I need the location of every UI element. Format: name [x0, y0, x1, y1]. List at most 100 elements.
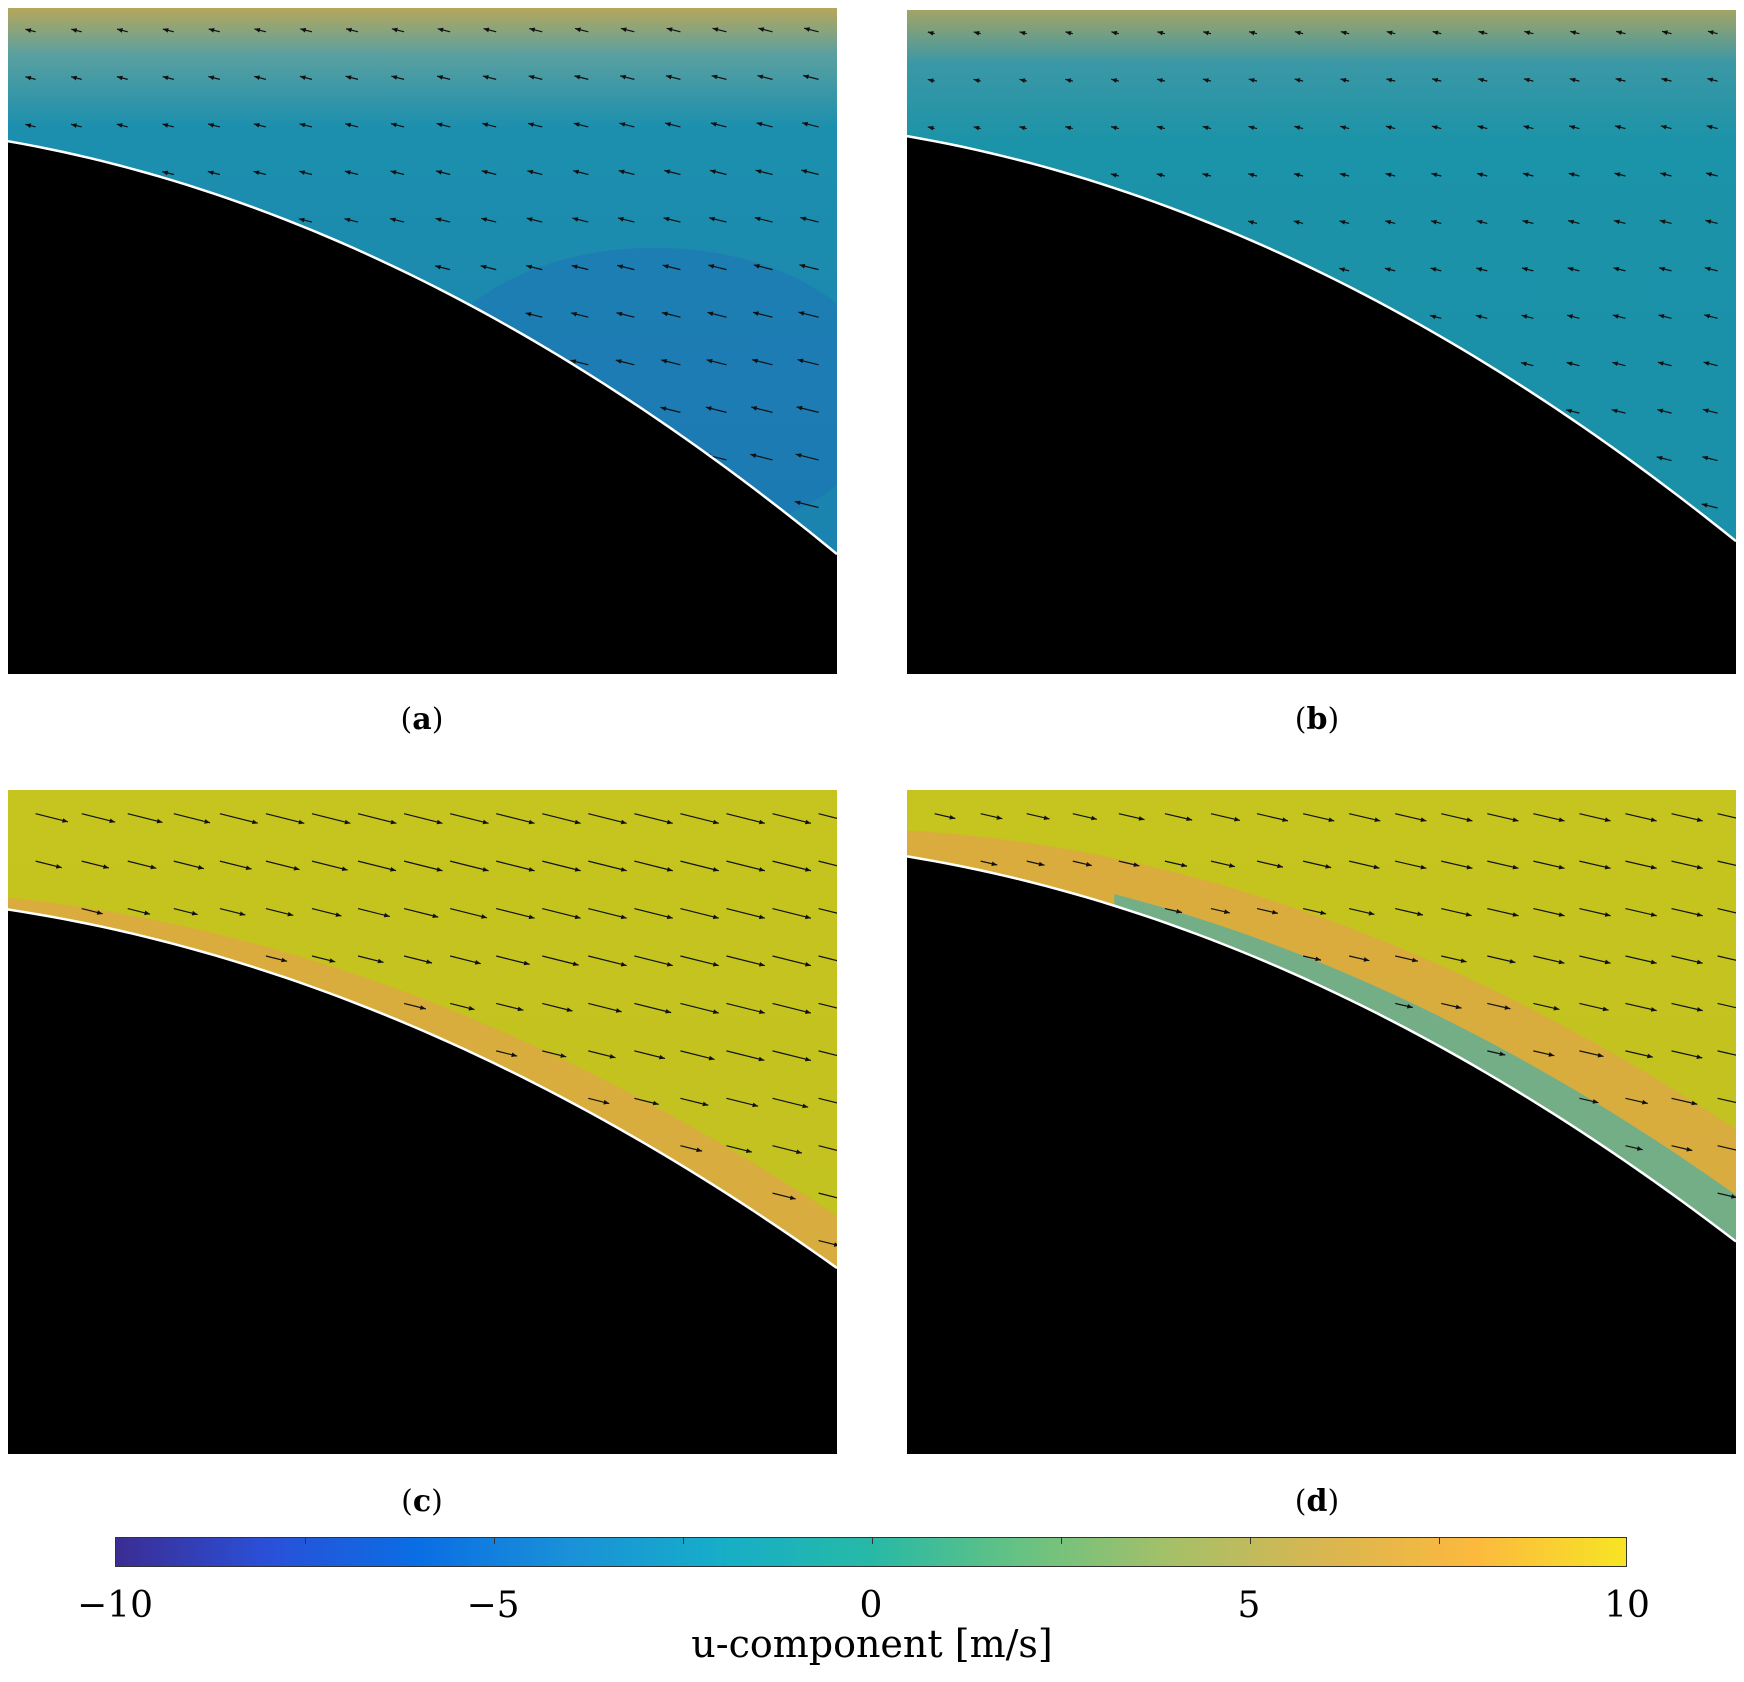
- velocity-vector: [772, 860, 812, 872]
- surface-boundary: [8, 139, 837, 556]
- velocity-vector-head: [789, 1195, 796, 1200]
- velocity-vector-head: [1475, 314, 1482, 320]
- velocity-vector-head: [1385, 172, 1392, 178]
- velocity-vector: [726, 813, 766, 824]
- velocity-vector-head: [1650, 1007, 1657, 1012]
- velocity-vector-head: [710, 122, 717, 127]
- velocity-vector-head: [1133, 862, 1140, 867]
- velocity-vector-head: [144, 910, 151, 916]
- velocity-vector-head: [702, 1101, 709, 1107]
- velocity-vector-head: [391, 27, 398, 33]
- velocity-vector-head: [1616, 30, 1623, 35]
- velocity-vector-head: [1065, 78, 1072, 83]
- velocity-vector-head: [797, 358, 804, 364]
- velocity-vector-head: [801, 169, 808, 174]
- velocity-vector-head: [1478, 30, 1485, 36]
- velocity-vector-head: [652, 1100, 659, 1106]
- velocity-vector-head: [1512, 912, 1519, 917]
- velocity-vector-head: [665, 122, 672, 127]
- velocity-vector-head: [1650, 817, 1657, 822]
- velocity-vector-head: [711, 74, 718, 80]
- velocity-vector-head: [1658, 314, 1665, 319]
- velocity-vector-head: [753, 264, 760, 269]
- velocity-vector-head: [1234, 816, 1240, 822]
- velocity-vector-head: [758, 867, 765, 872]
- velocity-vector-head: [800, 216, 807, 222]
- velocity-vector: [357, 860, 397, 872]
- velocity-vector-head: [1156, 173, 1163, 178]
- velocity-vector-head: [1646, 1053, 1653, 1059]
- velocity-vector-head: [663, 216, 670, 222]
- velocity-vector-head: [803, 74, 810, 80]
- velocity-vector-head: [1465, 912, 1472, 917]
- velocity-vector-head: [390, 819, 397, 825]
- velocity-vector-head: [620, 867, 627, 872]
- velocity-vector-head: [574, 74, 581, 80]
- velocity-vector-head: [1432, 30, 1439, 36]
- velocity-vector-head: [617, 217, 624, 222]
- velocity-vector-head: [1374, 817, 1381, 822]
- velocity-vector-head: [804, 1009, 811, 1014]
- velocity-vector-head: [1090, 815, 1097, 821]
- velocity-vector-head: [1704, 314, 1711, 319]
- velocity-vector-head: [1512, 817, 1519, 822]
- velocity-vector-head: [1157, 78, 1163, 83]
- velocity-vector-head: [973, 31, 980, 36]
- colorbar-tick-label: 0: [859, 1585, 883, 1626]
- velocity-vector: [818, 1145, 837, 1151]
- velocity-vector-head: [752, 1102, 759, 1108]
- velocity-vector-head: [996, 815, 1003, 820]
- velocity-vector-head: [287, 911, 294, 917]
- velocity-vector-head: [1339, 220, 1346, 225]
- velocity-vector: [772, 1097, 809, 1108]
- velocity-vector-head: [1521, 314, 1528, 319]
- velocity-vector-head: [345, 122, 352, 128]
- velocity-vector-head: [751, 406, 758, 411]
- velocity-vector-head: [526, 264, 533, 270]
- velocity-vector-head: [798, 311, 805, 316]
- velocity-vector-head: [481, 914, 487, 919]
- velocity-vector-head: [745, 1148, 752, 1154]
- velocity-vector-head: [383, 912, 390, 918]
- velocity-vector-head: [1294, 172, 1300, 178]
- velocity-vector: [818, 1097, 837, 1104]
- velocity-vector-head: [1657, 408, 1664, 414]
- velocity-vector: [127, 813, 163, 823]
- velocity-vector-head: [804, 914, 811, 920]
- velocity-vector-head: [1157, 30, 1164, 36]
- velocity-vector-head: [1521, 267, 1528, 272]
- velocity-vector: [634, 1002, 672, 1014]
- velocity-vector-head: [661, 359, 668, 364]
- velocity-vector-head: [752, 358, 759, 364]
- velocity-vector-head: [207, 170, 214, 176]
- velocity-vector-head: [25, 28, 32, 33]
- colorbar-minor-tick: [683, 1538, 684, 1544]
- velocity-vector-head: [752, 311, 759, 316]
- velocity-vector-head: [1176, 908, 1183, 914]
- velocity-vector-head: [1455, 1004, 1462, 1010]
- velocity-vector-head: [1707, 77, 1714, 83]
- velocity-vector-head: [253, 170, 260, 176]
- velocity-vector-head: [804, 819, 811, 825]
- velocity-vector-head: [1730, 1194, 1736, 1199]
- velocity-vector-head: [758, 961, 765, 967]
- velocity-vector-head: [298, 217, 305, 223]
- velocity-vector-head: [799, 263, 806, 269]
- velocity-vector-head: [666, 819, 673, 825]
- velocity-vector-head: [750, 453, 757, 458]
- velocity-vector-head: [1661, 77, 1668, 83]
- velocity-vector: [588, 1002, 622, 1013]
- caption-b: (b): [1294, 702, 1340, 737]
- velocity-vector: [772, 907, 812, 919]
- velocity-vector-head: [709, 216, 716, 222]
- colorbar: [115, 1537, 1627, 1567]
- velocity-vector-head: [662, 264, 669, 269]
- velocity-vector-head: [1138, 816, 1145, 821]
- velocity-vector-head: [1315, 956, 1322, 962]
- velocity-vector-head: [1294, 78, 1301, 83]
- velocity-vector-head: [1293, 220, 1300, 225]
- velocity-vector: [35, 813, 69, 823]
- caption-d: (d): [1294, 1484, 1340, 1519]
- velocity-vector-head: [1156, 125, 1163, 131]
- velocity-vector-head: [1602, 1006, 1609, 1012]
